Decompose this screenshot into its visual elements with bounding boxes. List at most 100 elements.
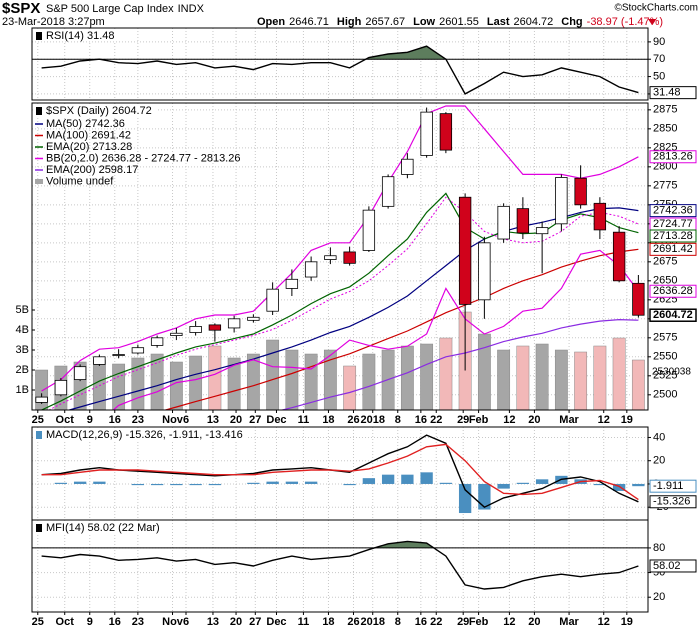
volume-bar — [208, 345, 222, 410]
candle-body — [497, 205, 510, 240]
title-bg — [33, 104, 157, 116]
volume-bar — [362, 353, 376, 410]
credit: ©StockCharts.com — [614, 3, 698, 14]
legend-label: BB(20,2.0) 2636.28 - 2724.77 - 2813.26 — [46, 152, 240, 164]
volume-bar — [420, 343, 434, 410]
value-box — [649, 229, 697, 243]
histogram-bar — [93, 481, 106, 484]
y-tick-label: 2500 — [653, 389, 677, 401]
title-bg — [33, 521, 165, 533]
title-bg — [33, 428, 248, 440]
candle-body — [247, 316, 260, 321]
candle-body — [304, 261, 318, 278]
x-tick-label: 16 — [415, 414, 427, 426]
y-tick-label: 2850 — [653, 123, 677, 135]
x-tick-label: 23 — [132, 414, 144, 426]
x-tick-label: Oct — [56, 414, 75, 426]
x-tick-label: 12 — [598, 414, 610, 426]
quote-line: Open 2646.71 High 2657.67 Low 2601.55 Last 2604… — [257, 16, 663, 28]
candle-body — [632, 282, 645, 316]
value-box — [649, 242, 697, 256]
candle-body — [555, 177, 568, 225]
series-line — [41, 540, 639, 590]
series-line — [41, 45, 639, 95]
value-box-label: 2691.42 — [653, 243, 693, 255]
x-tick-label: Nov — [162, 616, 184, 628]
x-tick-label: 26 — [347, 414, 359, 426]
legend-label: Volume undef — [46, 175, 114, 187]
candle-body — [73, 366, 87, 381]
x-tick-label: 9 — [87, 414, 93, 426]
value-box-label: 58.02 — [653, 560, 681, 572]
histogram-bar — [208, 483, 222, 486]
x-tick-label: 12 — [503, 616, 515, 628]
value-box-label: 31.48 — [653, 87, 681, 99]
volume-bar — [266, 339, 280, 410]
x-tick-label: Oct — [56, 616, 75, 628]
x-tick-label: 22 — [430, 616, 442, 628]
y-tick-label: 2550 — [653, 351, 677, 363]
volume-bar — [516, 345, 530, 410]
x-tick-label: Feb — [469, 414, 489, 426]
quote-label: Low — [413, 16, 435, 28]
x-tick-label: 19 — [621, 414, 633, 426]
candle-body — [516, 208, 530, 234]
histogram-bar — [401, 474, 414, 484]
panel-title: MFI(14) 58.02 (22 Mar) — [46, 522, 160, 534]
legend-icon — [36, 107, 42, 115]
x-tick-label: 2018 — [360, 616, 384, 628]
histogram-bar — [516, 482, 530, 484]
candle-body — [285, 278, 299, 289]
candle-body — [593, 202, 607, 231]
histogram-bar — [343, 483, 356, 486]
histogram-bar — [131, 483, 145, 486]
x-tick-label: 20 — [230, 414, 242, 426]
series-line — [41, 443, 639, 501]
panel-title: RSI(14) 31.48 — [46, 30, 114, 42]
exchange: INDX — [178, 3, 205, 15]
symbol: $SPX — [2, 0, 40, 17]
x-tick-label: 29 — [457, 414, 469, 426]
candle-body — [170, 332, 183, 336]
x-tick-label: 20 — [230, 616, 242, 628]
volume-bar — [439, 337, 453, 410]
candle-body — [54, 379, 68, 396]
candle-body — [362, 209, 376, 251]
volume-bar — [477, 333, 491, 410]
volume-bar — [497, 349, 511, 410]
candle-body — [401, 158, 414, 175]
x-tick-label: 27 — [249, 616, 261, 628]
title-bg — [33, 29, 120, 41]
x-tick-label: 11 — [298, 616, 310, 628]
x-tick-label: 18 — [322, 414, 334, 426]
y-tick-label: 2525 — [653, 370, 677, 382]
x-tick-label: 13 — [207, 616, 219, 628]
volume-bar — [189, 355, 203, 410]
quote-value: -38.97 (-1.47%) — [587, 16, 663, 28]
y-tick-label: 70 — [653, 53, 665, 65]
candle-body — [189, 326, 202, 333]
panel-title: $SPX (Daily) 2604.72 — [46, 105, 152, 117]
histogram-bar — [247, 482, 260, 484]
histogram-bar — [458, 483, 472, 514]
x-tick-label: 6 — [183, 616, 189, 628]
volume-bar — [323, 349, 337, 410]
x-tick-label: Mar — [559, 414, 579, 426]
candle-body — [208, 324, 222, 331]
histogram-bar — [632, 483, 645, 487]
histogram-bar — [439, 482, 453, 484]
legend-label: MA(100) 2691.42 — [46, 129, 131, 141]
panel-frame — [31, 102, 649, 411]
y-tick-label: 2800 — [653, 161, 677, 173]
value-box — [649, 204, 697, 218]
value-box — [649, 150, 697, 164]
y-tick-label: 2575 — [653, 332, 677, 344]
histogram-bar — [420, 472, 433, 484]
x-tick-label: 16 — [109, 616, 121, 628]
y2-tick-label: 3B — [16, 344, 29, 356]
volume-bar — [150, 353, 164, 410]
quote-label: Chg — [561, 16, 582, 28]
